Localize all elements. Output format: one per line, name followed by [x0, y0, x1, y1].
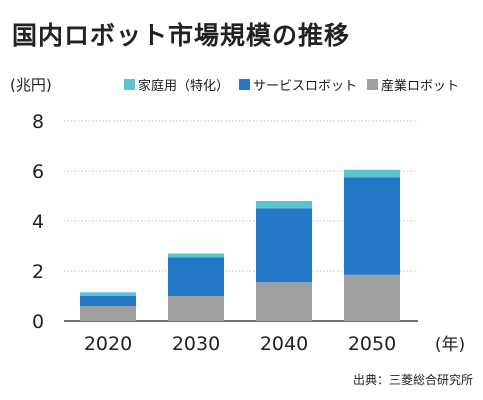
- y-tick-label: 4: [32, 211, 44, 233]
- y-tick-label: 0: [32, 311, 44, 333]
- legend-swatch-service: [239, 79, 251, 90]
- x-tick-label: 2020: [84, 333, 132, 355]
- y-tick-label: 8: [32, 111, 44, 133]
- x-tick-label: 2030: [172, 333, 220, 355]
- y-axis-unit: (兆円): [10, 76, 52, 94]
- bar-segment: [80, 292, 136, 296]
- legend-item-service: サービスロボット: [239, 75, 357, 94]
- legend-swatch-industrial: [367, 79, 379, 90]
- bar-segment: [344, 274, 400, 321]
- y-tick-label: 6: [32, 161, 44, 183]
- bar-segment: [344, 177, 400, 275]
- bar-segment: [80, 306, 136, 321]
- legend-swatch-household: [124, 79, 135, 90]
- legend-item-household: 家庭用（特化）: [124, 75, 229, 94]
- bar-segment: [80, 296, 136, 306]
- bar-segment: [256, 201, 312, 209]
- x-axis-unit: (年): [435, 335, 465, 355]
- chart-title: 国内ロボット市場規模の推移: [12, 21, 351, 50]
- legend-label-household: 家庭用（特化）: [138, 79, 230, 94]
- legend-label-industrial: 産業ロボット: [381, 79, 460, 94]
- legend-item-industrial: 産業ロボット: [367, 75, 459, 94]
- bar-segment: [168, 253, 224, 258]
- x-tick-label: 2040: [260, 333, 308, 355]
- legend-label-service: サービスロボット: [253, 79, 358, 94]
- bar-segment: [344, 169, 400, 178]
- bar-segment: [168, 257, 224, 296]
- bar-segment: [168, 296, 224, 321]
- x-tick-label: 2050: [348, 333, 396, 355]
- source-note: 出典：三菱総合研究所: [352, 373, 473, 387]
- legend: 家庭用（特化） サービスロボット 産業ロボット: [124, 75, 459, 94]
- bar-segment: [256, 282, 312, 321]
- bar-segment: [256, 208, 312, 283]
- y-tick-label: 2: [32, 261, 44, 283]
